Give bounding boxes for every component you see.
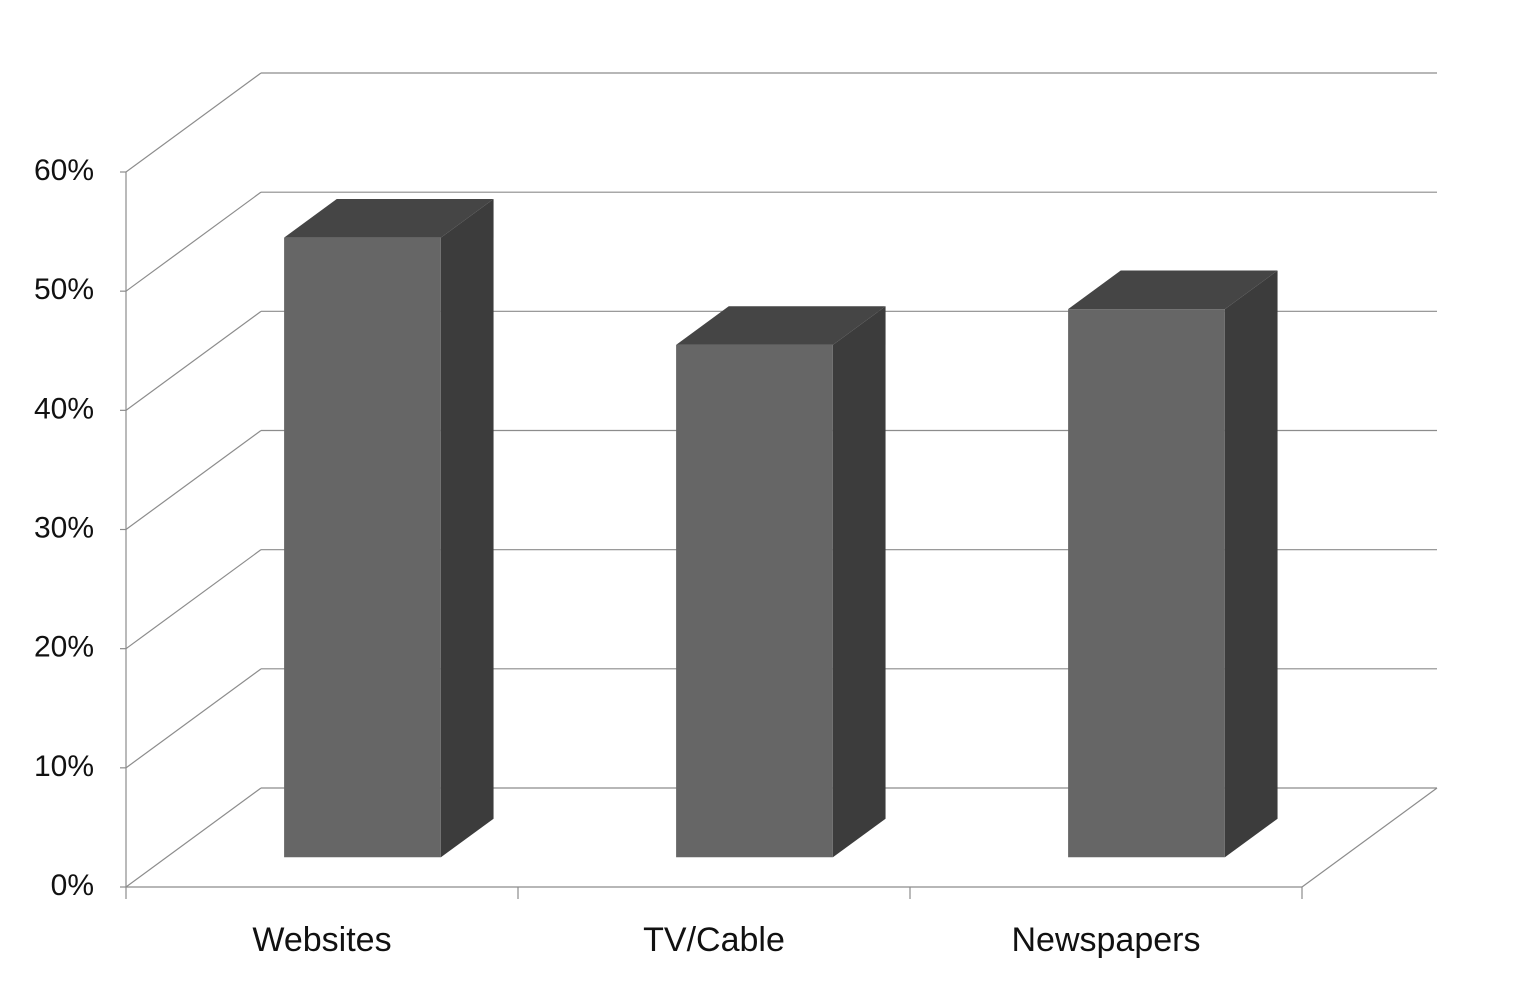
bar-front: [284, 237, 441, 858]
bar: [676, 306, 886, 858]
x-tick-label: Newspapers: [1012, 921, 1201, 959]
floor-edge: [1301, 787, 1438, 888]
x-tick-label: Websites: [252, 921, 391, 959]
grid-line: [125, 549, 262, 650]
y-tick-label: 0%: [51, 869, 94, 902]
bar-side: [832, 306, 886, 858]
bar-top: [676, 306, 886, 345]
bar-side: [440, 199, 494, 858]
y-tick-label: 60%: [34, 154, 94, 187]
x-tick-label: TV/Cable: [643, 921, 785, 959]
bar-front: [676, 344, 833, 858]
bar-top: [1068, 270, 1278, 310]
grid-line: [125, 787, 262, 888]
grid-line: [125, 668, 262, 769]
y-tick-label: 10%: [34, 750, 94, 783]
y-tick-label: 40%: [34, 392, 94, 425]
grid-line: [125, 191, 262, 292]
grid-line: [125, 310, 262, 411]
grid-line: [125, 430, 262, 530]
bar-top: [284, 199, 494, 238]
y-tick-label: 20%: [34, 631, 94, 664]
bar: [284, 199, 494, 858]
grid-line: [125, 72, 262, 173]
bar-side: [1224, 270, 1278, 858]
bar-front: [1068, 309, 1225, 858]
y-tick-label: 30%: [34, 511, 94, 544]
y-tick-label: 50%: [34, 273, 94, 306]
bar: [1068, 270, 1278, 858]
